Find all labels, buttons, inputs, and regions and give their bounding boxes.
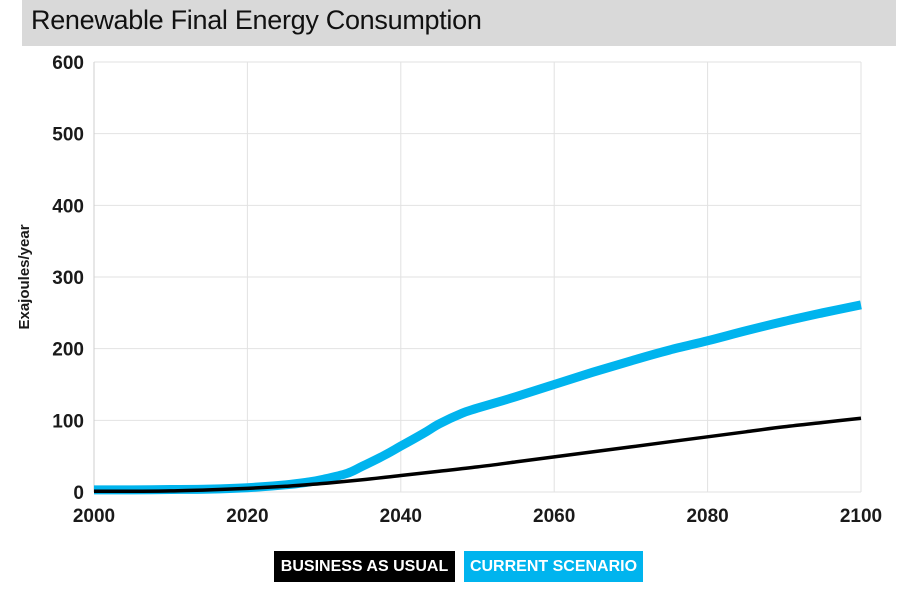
x-tick-label: 2040 [380,506,422,527]
legend-current-scenario: CURRENT SCENARIO [464,551,643,582]
chart-title: Renewable Final Energy Consumption [31,5,482,35]
x-tick-label: 2020 [226,506,268,527]
y-tick-label: 200 [52,340,84,361]
y-tick-label: 600 [52,53,84,74]
series-line-business-as-usual [94,416,862,494]
y-tick-label: 500 [52,125,84,146]
x-tick-label: 2100 [840,506,882,527]
series-line-current-scenario [94,300,862,495]
y-tick-label: 400 [52,196,84,217]
title-bar: Renewable Final Energy Consumption [22,0,896,46]
legend: BUSINESS AS USUAL CURRENT SCENARIO [0,551,918,583]
x-tick-label: 2060 [533,506,575,527]
legend-business-as-usual: BUSINESS AS USUAL [274,551,455,582]
y-tick-label: 100 [52,411,84,432]
x-tick-label: 2080 [686,506,728,527]
y-tick-label: 0 [73,483,84,504]
x-tick-label: 2000 [73,506,115,527]
y-tick-label: 300 [52,268,84,289]
y-axis-label: Exajoules/year [16,224,33,329]
